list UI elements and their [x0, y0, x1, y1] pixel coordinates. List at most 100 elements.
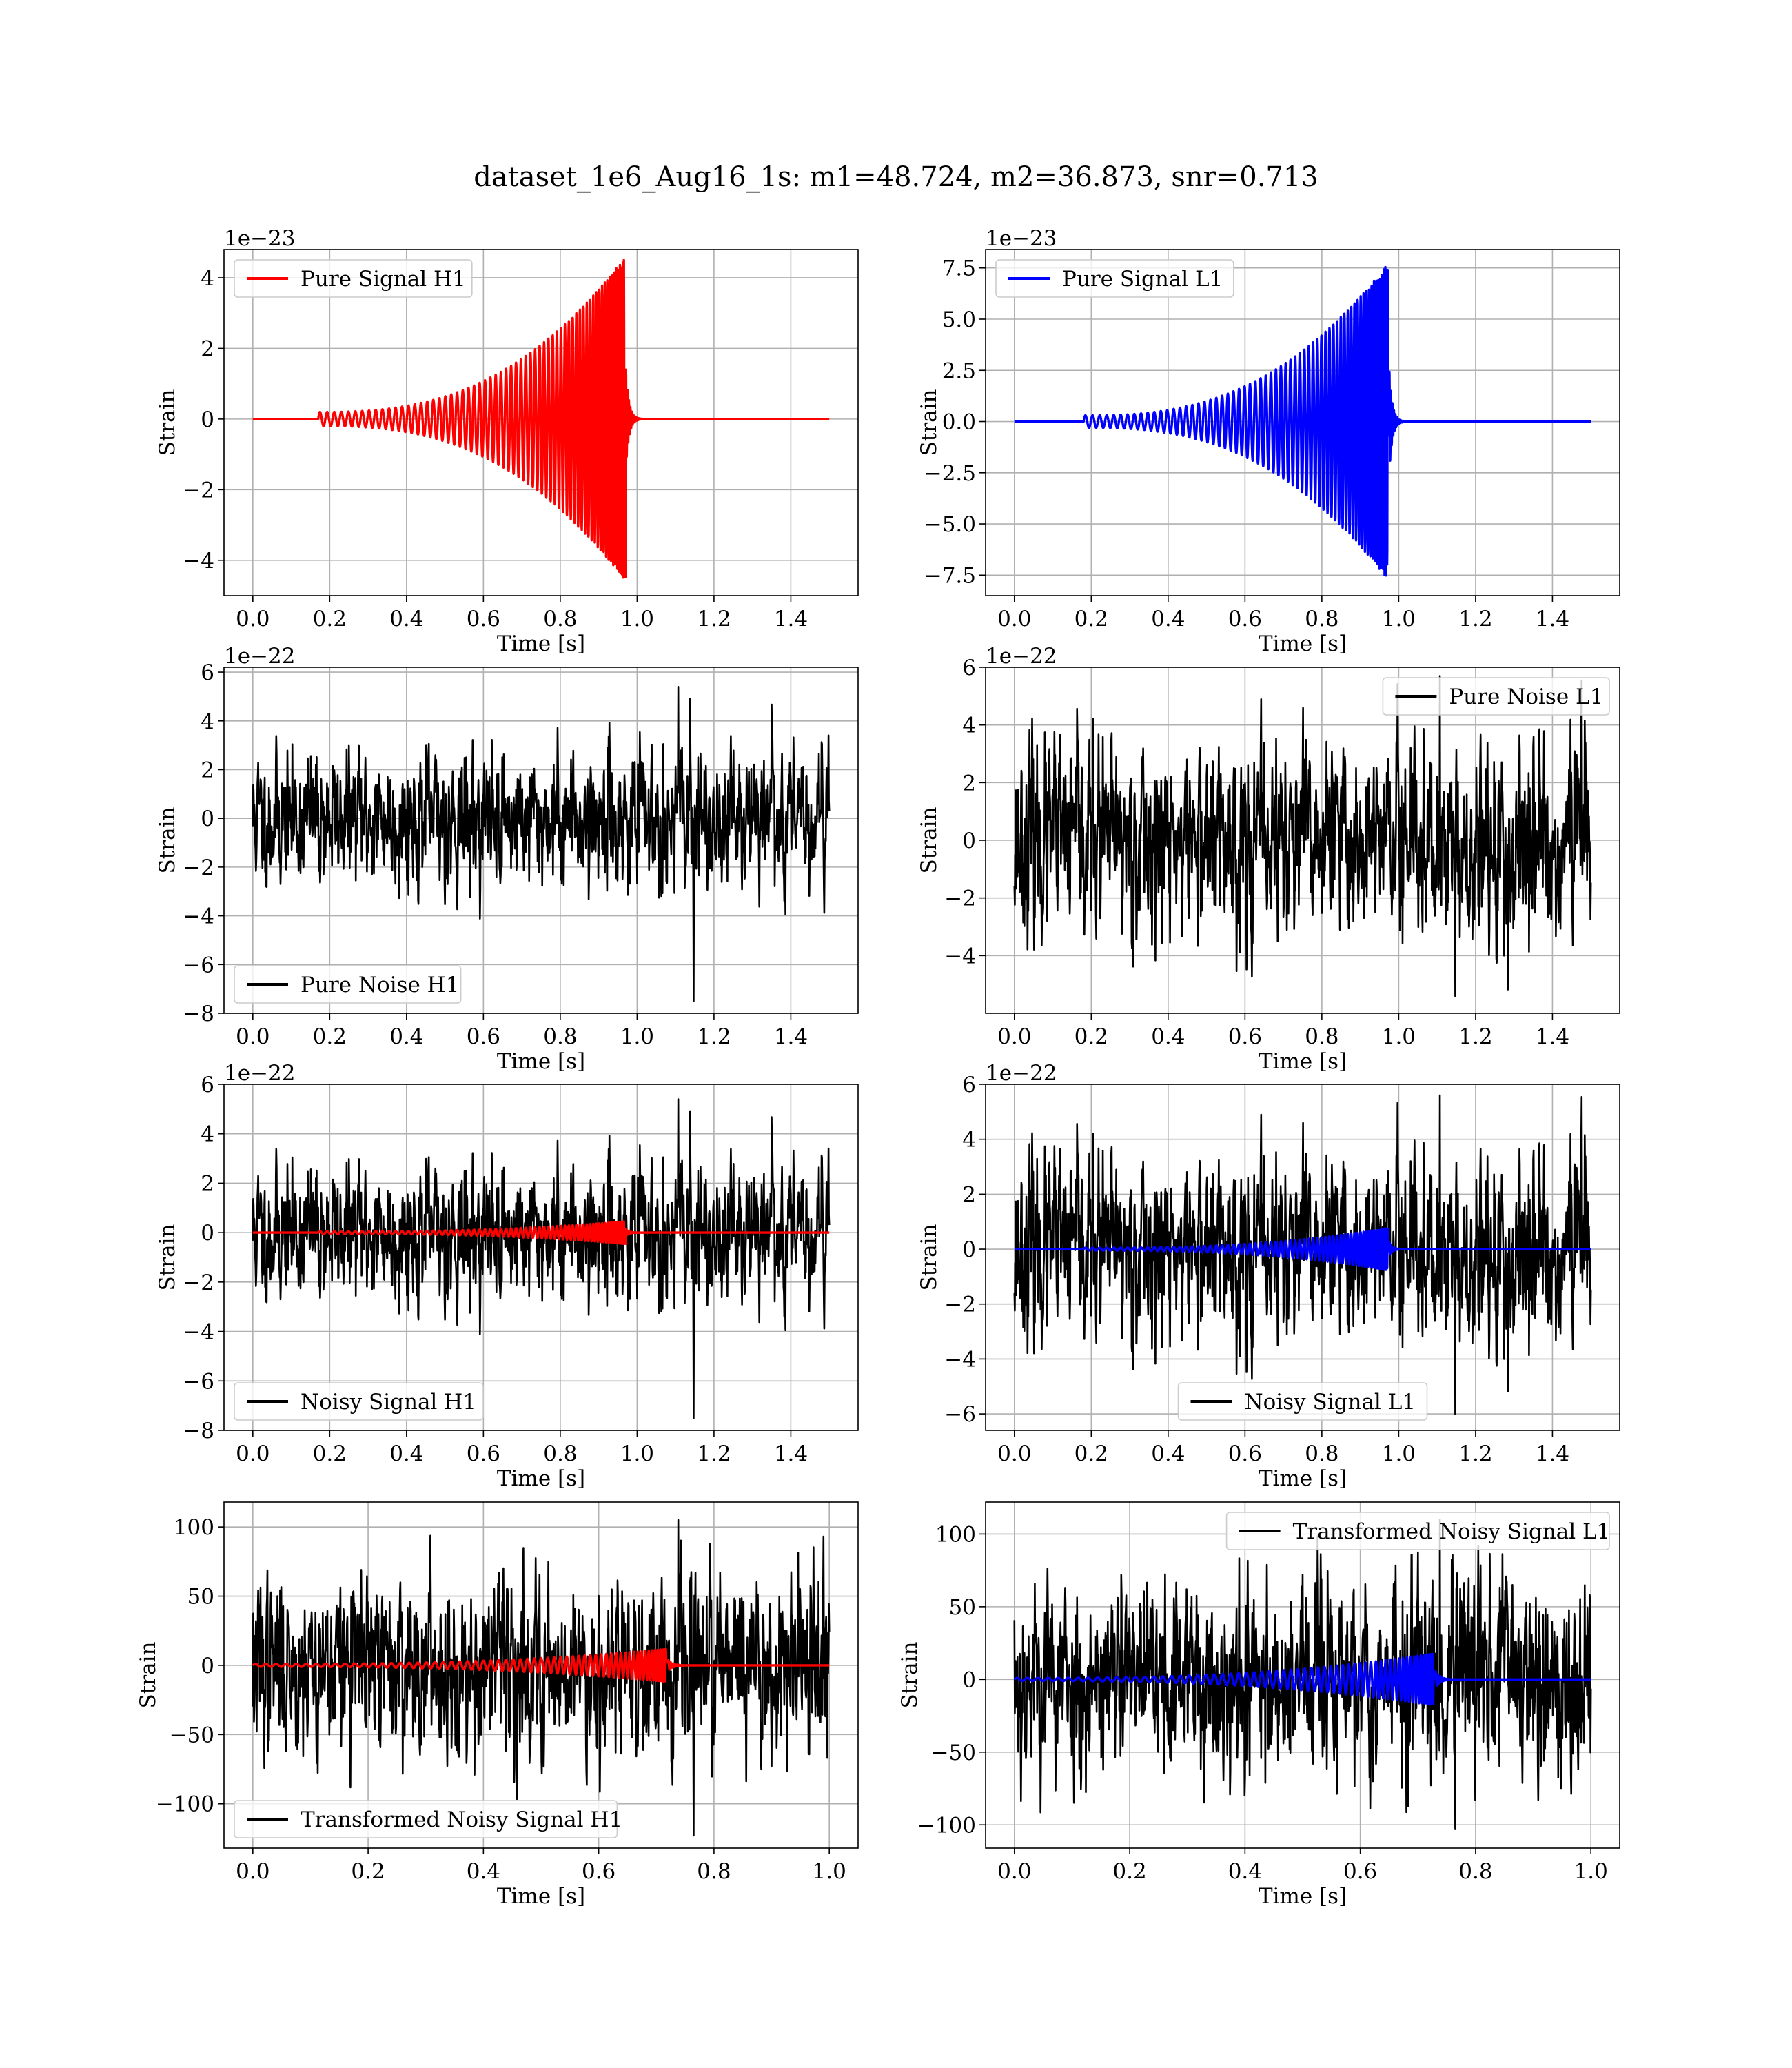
x-tick-label: 0.0	[236, 1441, 269, 1466]
y-tick-label: −2	[944, 886, 976, 911]
subplot-noisy-signal-l1: 0.0 0.2 0.4 0.6 0.8 1.0 1.2 1.4 −6 −4 −2 0 2 4 6 Time […	[917, 1061, 1620, 1491]
legend-label: Noisy Signal H1	[301, 1390, 476, 1415]
axes-frame	[985, 1501, 1620, 1849]
y-tick-label: 0	[201, 807, 214, 831]
x-axis-label: Time [s]	[497, 1466, 585, 1491]
series-line-noise	[252, 1519, 831, 1837]
x-tick-label: 1.4	[774, 1024, 808, 1049]
y-tick-label: −7.5	[924, 563, 976, 588]
x-tick-label: 0.4	[1151, 1441, 1185, 1466]
x-tick-label: 1.4	[1536, 607, 1569, 631]
subplot-pure-signal-l1: 0.0 0.2 0.4 0.6 0.8 1.0 1.2 1.4 −7.5 −5.0 −2.5 0.0 2…	[917, 226, 1620, 656]
x-tick-label: 0.8	[543, 1024, 577, 1049]
y-tick-label: −6	[183, 953, 214, 977]
y-tick-label: −2	[183, 478, 214, 503]
x-tick-label: 0.6	[582, 1859, 615, 1884]
x-tick-label: 0.6	[1343, 1859, 1377, 1884]
series-line-noise	[1013, 675, 1592, 997]
y-tick-label: 4	[962, 713, 976, 738]
x-tick-label: 0.8	[1305, 1024, 1338, 1049]
legend-label: Transformed Noisy Signal L1	[1293, 1519, 1611, 1544]
y-tick-label: −8	[183, 1002, 214, 1026]
x-tick-label: 0.8	[1305, 607, 1338, 631]
y-tick-label: 5.0	[942, 307, 976, 332]
offset-text: 1e−23	[986, 226, 1057, 251]
x-tick-label: 0.0	[997, 1024, 1031, 1049]
x-tick-label: 0.2	[1075, 1441, 1108, 1466]
subplot-pure-signal-h1: 0.0 0.2 0.4 0.6 0.8 1.0 1.2 1.4 −4 −2 0 2 4 Time [s] S…	[155, 226, 859, 656]
y-tick-label: −50	[170, 1723, 214, 1747]
axes-frame	[223, 1084, 859, 1431]
subplot-transformed-noisy-signal-h1: 0.0 0.2 0.4 0.6 0.8 1.0 −100 −50 0 50 100 Time [s] S…	[136, 1501, 859, 1909]
axes-frame	[985, 1084, 1620, 1431]
x-tick-label: 1.2	[697, 1441, 731, 1466]
x-tick-label: 1.2	[1458, 1024, 1492, 1049]
y-tick-label: −6	[183, 1369, 214, 1394]
x-tick-label: 0.6	[467, 1441, 500, 1466]
plot-area	[252, 1098, 831, 1419]
legend: Transformed Noisy Signal L1	[1225, 1512, 1611, 1550]
legend-frame	[234, 1800, 618, 1838]
x-tick-label: 1.0	[620, 607, 654, 631]
x-tick-label: 0.4	[1228, 1859, 1262, 1884]
y-tick-label: 6	[962, 656, 976, 680]
y-tick-label: 50	[949, 1595, 976, 1620]
legend-label: Pure Signal L1	[1062, 267, 1223, 292]
x-tick-label: 0.4	[389, 1441, 423, 1466]
y-tick-label: 2	[962, 1182, 976, 1207]
legend-label: Noisy Signal L1	[1245, 1390, 1416, 1415]
x-tick-label: 0.4	[467, 1859, 500, 1884]
y-axis-label: Strain	[136, 1642, 161, 1709]
x-tick-label: 1.2	[1458, 607, 1492, 631]
y-tick-label: −5.0	[924, 512, 976, 537]
x-axis-label: Time [s]	[497, 1884, 585, 1909]
x-tick-label: 0.8	[1305, 1441, 1338, 1466]
plot-area	[1013, 1519, 1592, 1830]
y-tick-label: −8	[183, 1419, 214, 1443]
offset-text: 1e−22	[986, 1061, 1057, 1086]
x-tick-label: 1.2	[697, 607, 731, 631]
y-axis-label: Strain	[155, 389, 180, 456]
y-tick-label: −4	[944, 944, 976, 969]
series-line-signal	[1013, 1652, 1592, 1706]
y-tick-label: 6	[201, 660, 214, 685]
subplot-grid: 0.0 0.2 0.4 0.6 0.8 1.0 1.2 1.4 −4 −2 0 2 4 Time [s] S…	[136, 226, 1620, 1909]
legend-frame	[1177, 1382, 1428, 1421]
plot-area	[1013, 265, 1592, 577]
y-tick-label: −50	[931, 1741, 976, 1765]
y-tick-label: 2	[201, 1171, 214, 1196]
y-tick-label: −2	[183, 1270, 214, 1295]
x-tick-label: 0.0	[236, 607, 269, 631]
plot-area	[1013, 675, 1592, 997]
x-tick-label: 1.0	[1382, 1024, 1416, 1049]
y-tick-label: 0.0	[942, 410, 976, 435]
plot-area	[252, 1519, 831, 1837]
series-line-signal	[252, 1220, 831, 1245]
legend-label: Pure Noise H1	[301, 973, 459, 997]
offset-text: 1e−22	[224, 644, 296, 669]
legend-frame	[234, 965, 462, 1004]
legend: Noisy Signal L1	[1177, 1382, 1428, 1421]
x-tick-label: 1.0	[620, 1024, 654, 1049]
y-tick-label: 0	[201, 1221, 214, 1246]
subplot-noisy-signal-h1: 0.0 0.2 0.4 0.6 0.8 1.0 1.2 1.4 −8 −6 −4 −2 0 2 4 6 Time…	[155, 1061, 859, 1491]
figure-title: dataset_1e6_Aug16_1s: m1=48.724, m2=36.8…	[474, 161, 1318, 193]
y-tick-label: −4	[183, 1320, 214, 1345]
x-tick-label: 0.4	[389, 1024, 423, 1049]
y-tick-label: 0	[201, 407, 214, 432]
x-axis-label: Time [s]	[1259, 631, 1347, 656]
y-tick-label: 4	[201, 1122, 214, 1147]
y-tick-label: 0	[962, 829, 976, 853]
x-tick-label: 0.8	[697, 1859, 731, 1884]
offset-text: 1e−22	[224, 1061, 296, 1086]
y-tick-label: −100	[917, 1813, 976, 1838]
x-tick-label: 0.0	[997, 607, 1031, 631]
x-tick-label: 0.8	[543, 607, 577, 631]
y-axis-label: Strain	[917, 1224, 941, 1291]
y-tick-label: −2	[183, 855, 214, 880]
legend-label: Pure Signal H1	[301, 267, 466, 292]
x-tick-label: 1.0	[1382, 607, 1416, 631]
plot-area	[252, 258, 831, 579]
series-line-signal	[1013, 1227, 1592, 1271]
x-tick-label: 0.2	[1075, 607, 1108, 631]
